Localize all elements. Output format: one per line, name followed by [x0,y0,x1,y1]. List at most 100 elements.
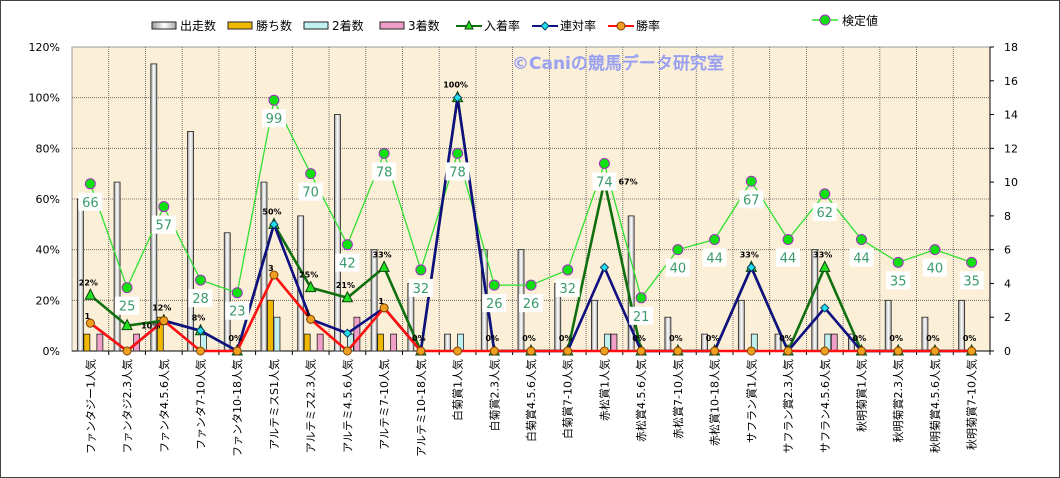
x-axis-category-label: 赤松賞10-18人気 [708,359,722,446]
finish-rate-label: 25% [299,271,318,280]
checked-value-label: 26 [486,297,503,312]
marker-入着率 [84,288,97,300]
marker-勝率 [306,314,316,324]
finish-rate-label: 67% [618,177,637,186]
checked-value-label-bg [445,162,470,181]
bar-勝ち数 [83,333,91,352]
marker-連対率 [269,219,279,230]
bar-3着数 [830,333,838,352]
x-axis-category-label: 秋明菊賞7-10人気 [965,359,979,450]
legend-swatch-3着数 [379,21,405,30]
checked-value-label: 74 [596,176,613,191]
finish-rate-label: 0% [669,334,683,343]
marker-検定値 [782,234,794,246]
checked-value-label: 42 [339,257,356,272]
bar-出走数 [737,299,745,352]
finish-rate-label: 33% [373,250,392,259]
bar-勝ち数 [156,316,164,352]
finish-rate-label: 50% [262,207,281,216]
left-axis-tick-label: 40% [36,244,60,257]
bar-出走数 [370,249,378,352]
checked-value-label-bg [886,271,911,290]
finish-rate-label: 33% [813,250,832,259]
checked-value-label-bg [519,294,543,313]
checked-value-label-bg [115,296,140,315]
x-axis-category-label: サフラン賞1人気 [744,359,758,443]
checked-value-label-bg [261,109,286,128]
checked-value-label: 70 [302,186,319,201]
marker-勝率 [967,346,977,356]
legend-label: 勝ち数 [256,18,292,33]
legend-label: 2着数 [332,18,364,33]
x-axis-category-label: ファンタ10-18人気 [230,359,244,457]
legend-label: 入着率 [484,18,520,33]
legend-swatch-出走数 [151,21,177,30]
checked-value-label: 66 [82,196,99,211]
marker-検定値 [305,168,317,180]
bar-3着数 [353,316,361,352]
checked-value-label: 26 [523,297,540,312]
marker-検定値 [84,178,96,190]
marker-検定値 [195,274,207,286]
legend-marker-勝率 [616,21,626,31]
left-axis-tick-label: 80% [36,142,60,155]
marker-勝率 [636,346,646,356]
finish-rate-label: 0% [412,334,426,343]
x-axis-category-label: 白菊賞4.5.6人気 [524,359,538,442]
finish-rate-label: 0% [889,334,903,343]
checked-value-label: 44 [706,252,723,267]
marker-検定値 [268,94,280,106]
finish-rate-label: 0% [926,334,940,343]
checked-value-label: 44 [853,252,870,267]
finish-rate-label: 0% [853,334,867,343]
checked-value-label: 28 [192,292,209,307]
marker-入着率 [818,260,831,272]
marker-連対率 [746,262,757,273]
legend-label: 3着数 [408,18,440,33]
right-axis-tick-label: 8 [1004,210,1011,223]
legend-marker-入着率 [464,19,474,30]
finish-rate-label: 0% [485,334,499,343]
marker-検定値 [892,256,904,268]
checked-value-label: 40 [670,262,687,277]
checked-value-label-bg [335,253,360,272]
marker-勝率 [893,346,903,356]
right-axis-tick-label: 10 [1004,176,1018,189]
marker-検定値 [672,244,684,256]
bar-出走数 [76,198,84,352]
marker-検定値 [709,234,721,246]
checked-value-label: 67 [743,193,760,208]
marker-検定値 [341,239,353,251]
finish-rate-label: 12% [152,304,171,313]
finish-rate-label: 0% [228,334,242,343]
marker-勝率 [269,270,279,280]
checked-value-label: 44 [780,252,797,267]
marker-検定値 [121,282,133,294]
marker-検定値 [525,279,537,291]
marker-入着率 [341,290,354,303]
checked-value-label-bg [482,294,507,313]
marker-連対率 [195,326,206,336]
bar-出走数 [150,63,158,352]
checked-value-label: 40 [927,262,944,277]
x-axis-category-label: ファンタジー1人気 [83,359,97,454]
marker-勝率 [856,346,866,356]
marker-検定値 [929,244,941,256]
checked-value-label: 21 [633,310,650,325]
legend-swatch-2着数 [303,21,329,30]
win-count-label: 1 [378,297,384,306]
left-axis-tick-label: 100% [29,92,60,105]
axes: 0% 20% 40% 60% 80% 100% 120% 0 2 4 6 8 10 12 14 16 18 ファン… [29,41,1018,457]
checked-value-label-bg [555,278,580,297]
checked-value-label-bg [922,258,947,277]
marker-入着率 [378,260,390,272]
marker-勝率 [196,346,206,356]
marker-検定値 [378,147,390,159]
x-axis-category-label: サフラン4.5.6人気 [818,359,832,453]
bar-出走数 [333,114,341,352]
marker-勝率 [820,346,830,356]
finish-rate-label: 0% [559,334,573,343]
x-axis-category-label: 赤松賞7-10人気 [671,359,685,439]
finish-rate-label: 8% [192,314,206,323]
bar-勝ち数 [303,333,311,352]
